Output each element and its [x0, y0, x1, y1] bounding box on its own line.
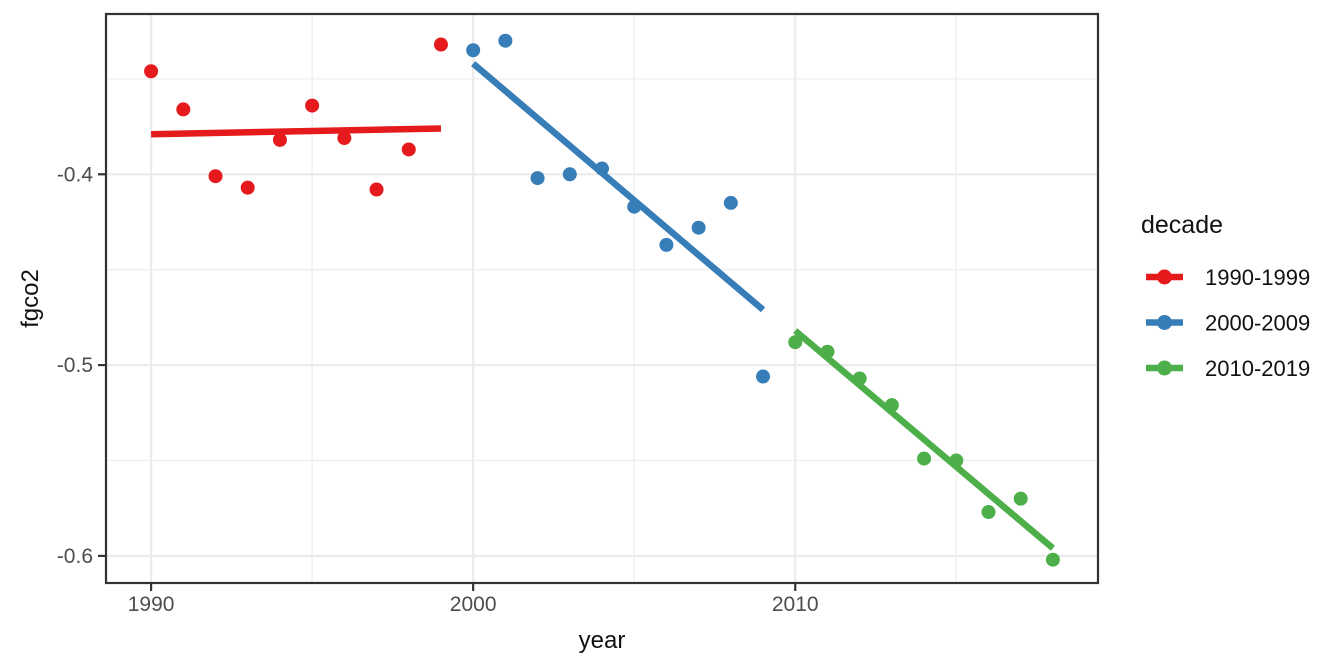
y-tick-label: -0.5	[57, 354, 93, 377]
data-point-2010-2019	[1013, 491, 1028, 506]
x-tick-label: 1990	[128, 593, 175, 616]
data-point-1990-1999	[176, 102, 191, 117]
data-point-2010-2019	[1045, 552, 1060, 567]
data-point-2000-2009	[723, 195, 738, 210]
data-point-1990-1999	[305, 98, 320, 113]
legend-key-point-2010-2019	[1157, 360, 1172, 376]
data-point-1990-1999	[272, 132, 287, 147]
legend-title: decade	[1141, 211, 1223, 239]
data-point-2010-2019	[981, 505, 996, 520]
data-point-1990-1999	[369, 182, 384, 197]
data-point-1990-1999	[144, 64, 159, 79]
data-point-2000-2009	[595, 161, 609, 176]
data-point-2000-2009	[756, 369, 771, 384]
data-point-2010-2019	[949, 453, 964, 468]
panel-border	[104, 12, 1100, 585]
x-tick-label: 2000	[450, 593, 497, 616]
data-point-2000-2009	[659, 237, 674, 252]
data-point-2010-2019	[917, 451, 932, 466]
x-tick-label: 2010	[772, 593, 819, 616]
data-point-2010-2019	[852, 371, 867, 386]
trend-line-2010-2019	[793, 328, 1056, 551]
data-point-2000-2009	[691, 220, 706, 235]
data-point-2000-2009	[627, 199, 642, 214]
legend-key-point-1990-1999	[1157, 269, 1172, 285]
data-point-2000-2009	[466, 43, 481, 58]
data-point-2000-2009	[530, 171, 545, 186]
y-axis-title: fgco2	[17, 269, 44, 328]
data-point-2010-2019	[884, 398, 899, 413]
legend-label-2000-2009: 2000-2009	[1205, 311, 1310, 336]
data-point-2010-2019	[820, 344, 835, 359]
y-tick-label: -0.4	[57, 163, 94, 186]
data-point-1990-1999	[433, 37, 448, 52]
x-axis-title: year	[579, 627, 626, 654]
data-point-1990-1999	[337, 131, 352, 146]
data-point-2000-2009	[498, 33, 513, 48]
data-point-1990-1999	[208, 169, 223, 184]
data-point-2000-2009	[562, 167, 577, 182]
legend-label-1990-1999: 1990-1999	[1205, 265, 1310, 290]
trend-line-2000-2009	[471, 61, 766, 313]
data-point-1990-1999	[240, 180, 255, 195]
data-point-2010-2019	[788, 335, 803, 350]
y-tick-label: -0.6	[57, 545, 93, 568]
legend-label-2010-2019: 2010-2019	[1205, 356, 1310, 381]
legend-key-point-2000-2009	[1157, 315, 1172, 330]
trend-line-1990-1999	[151, 125, 442, 138]
data-point-1990-1999	[401, 142, 416, 157]
plot-panel	[106, 14, 1098, 583]
